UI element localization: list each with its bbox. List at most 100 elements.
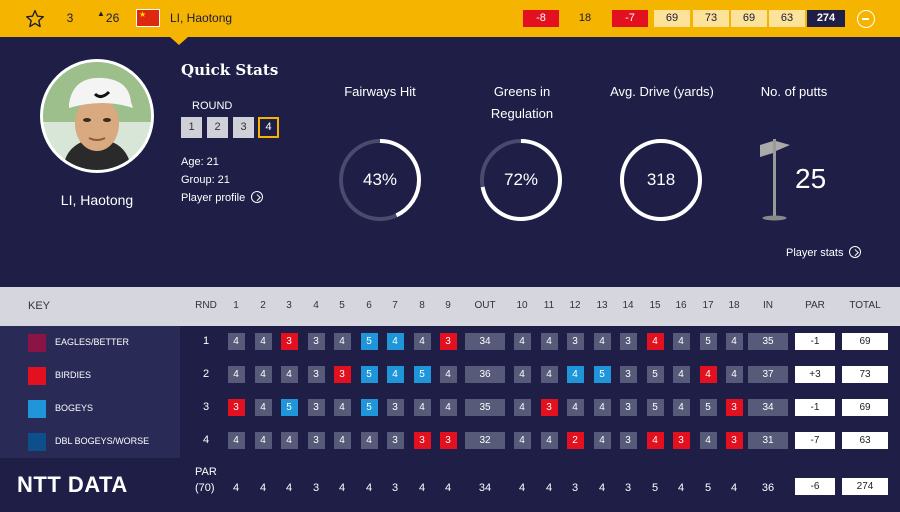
hole-score: 4: [360, 432, 378, 449]
hole-score: 4: [280, 366, 298, 383]
round-total: 73: [842, 366, 888, 383]
hole-score: 4: [699, 432, 717, 449]
par-score: -7: [795, 432, 835, 449]
round-score-cell: 73: [693, 10, 729, 27]
scorecard-header-cell: 6: [366, 300, 372, 311]
out-total: 34: [465, 333, 505, 350]
out-total: 36: [465, 366, 505, 383]
hole-score: 4: [646, 333, 664, 350]
key-item-dbl-bogeys: DBL BOGEYS/WORSE: [28, 431, 149, 451]
par-value: 3: [571, 482, 579, 494]
hole-score: 4: [566, 366, 584, 383]
player-photo: [43, 62, 151, 170]
hole-score: 4: [439, 399, 457, 416]
key-item-eagles: EAGLES/BETTER: [28, 332, 129, 352]
position-movement: ▲26: [97, 9, 119, 25]
key-label: BOGEYS: [55, 403, 94, 413]
hole-score: 3: [307, 333, 325, 350]
hole-score: 3: [413, 432, 431, 449]
hole-score: 3: [227, 399, 245, 416]
collapse-icon[interactable]: [857, 10, 875, 28]
par-value: 4: [545, 482, 553, 494]
hole-score: 4: [593, 399, 611, 416]
arrow-up-icon: ▲: [97, 9, 105, 18]
hole-score: 4: [280, 432, 298, 449]
hole-score: 5: [646, 366, 664, 383]
scorecard-header-cell: IN: [763, 300, 773, 311]
in-total: 31: [748, 432, 788, 449]
par-value: 4: [418, 482, 426, 494]
hole-score: 3: [307, 399, 325, 416]
scorecard-header-cell: 14: [622, 300, 634, 311]
hole-score: 3: [619, 399, 637, 416]
scorecard-header-cell: 18: [728, 300, 740, 311]
hole-score: 5: [646, 399, 664, 416]
scorecard-header-cell: 8: [419, 300, 425, 311]
in-total: 34: [748, 399, 788, 416]
hole-score: 3: [725, 399, 743, 416]
hole-score: 3: [672, 432, 690, 449]
par-value: 5: [651, 482, 659, 494]
hole-score: 3: [725, 432, 743, 449]
hole-score: 5: [593, 366, 611, 383]
key-item-birdies: BIRDIES: [28, 365, 91, 385]
round-score-cell: 18: [578, 12, 592, 24]
hole-score: 4: [254, 366, 272, 383]
hole-score: 4: [333, 399, 351, 416]
scorecard-header: [180, 287, 900, 326]
par-value: 4: [444, 482, 452, 494]
ntt-data-logo: NTT DATA: [17, 472, 128, 497]
scorecard-header-cell: 11: [543, 300, 555, 311]
round-number: 4: [202, 434, 210, 446]
key-label: DBL BOGEYS/WORSE: [55, 436, 150, 446]
key-swatch: [28, 399, 46, 418]
scorecard-header-cell: PAR: [805, 300, 825, 311]
scorecard-header-cell: 16: [675, 300, 687, 311]
hole-score: 3: [619, 432, 637, 449]
player-profile-label: Player profile: [181, 192, 246, 204]
player-stats-link[interactable]: Player stats: [786, 246, 862, 259]
putts-value: 25: [795, 163, 827, 194]
round-number: 2: [202, 368, 210, 380]
hole-score: 4: [593, 333, 611, 350]
player-name-label: LI, Haotong: [60, 192, 134, 208]
fairways-hit-gauge: [339, 139, 421, 221]
player-profile-link[interactable]: Player profile: [181, 191, 264, 204]
player-leaderboard-row[interactable]: 3 ▲26 ★ LI, Haotong -8 18 -7 69 73 69 63 274: [0, 0, 900, 37]
hole-score: 5: [699, 333, 717, 350]
hole-score: 3: [333, 366, 351, 383]
scorecard-header-cell: 3: [286, 300, 292, 311]
in-total: 35: [748, 333, 788, 350]
avg-drive-value: 318: [646, 170, 676, 189]
hole-score: 4: [439, 366, 457, 383]
hole-score: 4: [725, 366, 743, 383]
chevron-right-circle-icon: [849, 246, 862, 259]
par-row-label: PAR: [195, 466, 217, 478]
scorecard-header-cell: 13: [596, 300, 608, 311]
par-value: 3: [312, 482, 320, 494]
round-total: 63: [842, 432, 888, 449]
round-button-1[interactable]: 1: [181, 117, 202, 138]
round-score-cell: -7: [612, 10, 648, 27]
hole-score: 3: [307, 366, 325, 383]
par-value: 36: [761, 482, 775, 494]
hole-score: 4: [566, 399, 584, 416]
in-total: 37: [748, 366, 788, 383]
hole-score: 3: [619, 333, 637, 350]
scorecard-header-cell: 10: [516, 300, 528, 311]
hole-score: 3: [439, 432, 457, 449]
round-button-3[interactable]: 3: [233, 117, 254, 138]
scorecard-header-cell: 9: [445, 300, 451, 311]
china-flag-icon: ★: [136, 9, 160, 27]
round-button-2[interactable]: 2: [207, 117, 228, 138]
player-avatar: [40, 59, 154, 173]
par-value: 4: [730, 482, 738, 494]
hole-score: 4: [227, 432, 245, 449]
hole-score: 5: [360, 399, 378, 416]
key-swatch: [28, 366, 46, 385]
round-button-4[interactable]: 4: [258, 117, 279, 138]
star-icon[interactable]: [25, 9, 45, 29]
hole-score: 4: [333, 432, 351, 449]
grand-total: 274: [842, 478, 888, 495]
